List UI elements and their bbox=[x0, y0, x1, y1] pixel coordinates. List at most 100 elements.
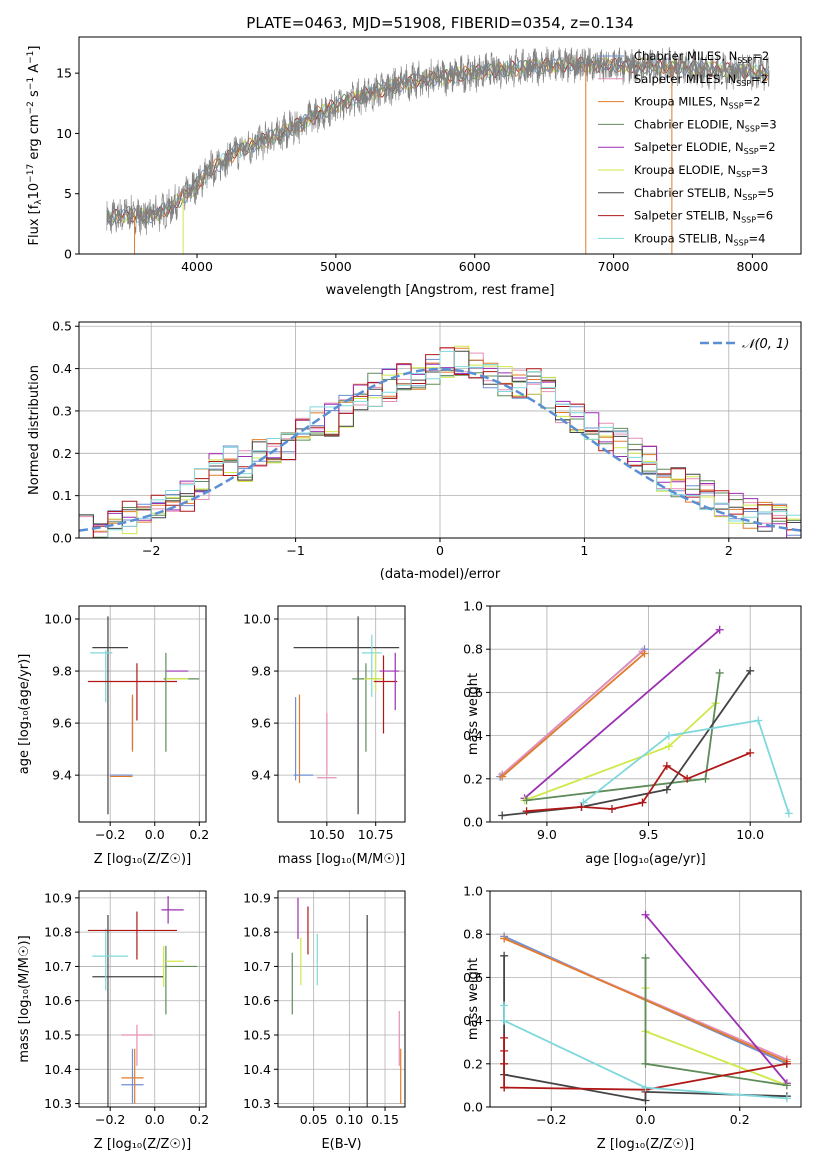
y-axis-label: mass [log₁₀(M/M☉)] bbox=[17, 935, 32, 1062]
plot-area bbox=[293, 616, 400, 815]
x-tick-label: −1 bbox=[286, 543, 304, 558]
figure-title: PLATE=0463, MJD=51908, FIBERID=0354, z=0… bbox=[246, 14, 633, 32]
y-tick-label: 9.4 bbox=[52, 768, 72, 783]
x-tick-label: 2 bbox=[725, 543, 733, 558]
x-tick-label: 0.0 bbox=[636, 1112, 656, 1127]
weight-marker bbox=[641, 1059, 650, 1068]
weight-marker bbox=[500, 1016, 509, 1025]
y-tick-label: 0.4 bbox=[463, 728, 483, 743]
x-tick-label: 0.10 bbox=[335, 1112, 363, 1127]
y-tick-label: 15 bbox=[56, 66, 72, 81]
x-tick-label: 10.75 bbox=[358, 827, 394, 842]
y-tick-label: 0.0 bbox=[463, 815, 483, 830]
weight-marker bbox=[662, 761, 671, 770]
panel-spectrum: 4000 5000 6000 7000 8000 0 5 10 15 Chabrier MILES… bbox=[26, 36, 802, 298]
y-tick-label: 0.3 bbox=[52, 403, 72, 418]
y-tick-label: 0.2 bbox=[463, 771, 483, 786]
x-axis-label: E(B-V) bbox=[321, 1137, 361, 1152]
y-tick-label: 10 bbox=[56, 126, 72, 141]
model-spectrum-line bbox=[106, 57, 770, 224]
weight-line bbox=[503, 1005, 787, 1100]
y-tick-label: 9.8 bbox=[251, 664, 271, 679]
weight-marker bbox=[715, 625, 724, 634]
x-tick-label: −0.2 bbox=[536, 1112, 566, 1127]
weight-marker bbox=[522, 796, 531, 805]
weight-marker bbox=[498, 772, 507, 781]
weight-marker bbox=[683, 774, 692, 783]
panel-mass-vs-ebv: 0.05 0.10 0.15 10.3 10.4 10.5 10.6 10.7 10.8 10.9… bbox=[243, 890, 406, 1152]
axes-frame bbox=[78, 605, 207, 823]
x-axis-label: wavelength [Angstrom, rest frame] bbox=[326, 283, 555, 298]
weight-marker bbox=[641, 953, 650, 962]
panel-mass-vs-Z: −0.2 0.0 0.2 10.3 10.4 10.5 10.6 10.7 10.8 10.9 Z … bbox=[17, 890, 209, 1152]
y-tick-label: 10.9 bbox=[243, 890, 271, 905]
weight-line bbox=[644, 988, 788, 1087]
residual-histogram bbox=[79, 350, 801, 538]
x-tick-label: 10.0 bbox=[736, 827, 764, 842]
y-tick-label: 0.6 bbox=[463, 970, 483, 985]
x-tick-label: 5000 bbox=[320, 259, 352, 274]
x-tick-label: 0.2 bbox=[730, 1112, 750, 1127]
weight-marker bbox=[662, 785, 671, 794]
x-axis-label: (data-model)/error bbox=[380, 567, 501, 582]
y-tick-label: 0.4 bbox=[463, 1013, 483, 1028]
legend-label: Kroupa ELODIE, NSSP=3 bbox=[634, 163, 768, 179]
x-axis-label: age [log₁₀(age/yr)] bbox=[585, 852, 706, 867]
x-tick-label: 0.05 bbox=[300, 1112, 328, 1127]
x-tick-label: −0.2 bbox=[95, 1112, 125, 1127]
model-spectrum-line bbox=[106, 57, 770, 226]
weight-marker bbox=[754, 716, 763, 725]
y-tick-label: 10.5 bbox=[44, 1028, 72, 1043]
y-tick-label: 10.4 bbox=[243, 1062, 271, 1077]
x-tick-label: 1 bbox=[580, 543, 588, 558]
x-tick-label: 0.0 bbox=[145, 827, 165, 842]
weight-marker bbox=[640, 649, 649, 658]
y-axis-label: mass weight bbox=[466, 958, 481, 1040]
weight-marker bbox=[641, 910, 650, 919]
weight-line bbox=[501, 652, 646, 778]
y-tick-label: 10.3 bbox=[44, 1096, 72, 1111]
y-tick-label: 9.6 bbox=[52, 716, 72, 731]
weight-marker bbox=[782, 1081, 791, 1090]
axes-frame bbox=[277, 890, 406, 1108]
y-tick-label: 0.0 bbox=[463, 1100, 483, 1115]
legend-label: Salpeter ELODIE, NSSP=2 bbox=[634, 140, 776, 156]
y-tick-label: 0.4 bbox=[52, 361, 72, 376]
weight-marker bbox=[500, 1046, 509, 1055]
weight-marker bbox=[715, 668, 724, 677]
x-tick-label: 6000 bbox=[459, 259, 491, 274]
plot-area bbox=[291, 897, 402, 1107]
weight-marker bbox=[638, 798, 647, 807]
weight-marker bbox=[500, 1001, 509, 1010]
weight-marker bbox=[641, 1083, 650, 1092]
weight-line bbox=[582, 719, 790, 814]
legend-label: Salpeter STELIB, NSSP=6 bbox=[634, 209, 773, 225]
y-tick-label: 9.6 bbox=[251, 716, 271, 731]
plot-area bbox=[106, 46, 770, 254]
weight-line bbox=[502, 670, 751, 817]
plot-area bbox=[87, 616, 200, 815]
x-axis-label: Z [log₁₀(Z/Z☉)] bbox=[597, 1137, 694, 1152]
y-tick-label: 10.0 bbox=[44, 612, 72, 627]
weight-line bbox=[501, 650, 644, 776]
y-tick-label: 1.0 bbox=[463, 884, 483, 899]
x-tick-label: 0 bbox=[436, 543, 444, 558]
weight-marker bbox=[500, 951, 509, 960]
weight-marker bbox=[577, 802, 586, 811]
y-axis-label: Normed distribution bbox=[27, 365, 42, 495]
weight-marker bbox=[522, 807, 531, 816]
y-tick-label: 10.6 bbox=[44, 993, 72, 1008]
axes-frame bbox=[489, 605, 802, 823]
x-tick-label: 0.2 bbox=[189, 827, 209, 842]
y-tick-label: 5 bbox=[64, 186, 72, 201]
legend-label: Chabrier ELODIE, NSSP=3 bbox=[634, 117, 777, 133]
y-axis-label: mass weight bbox=[466, 673, 481, 755]
y-tick-label: 10.4 bbox=[44, 1062, 72, 1077]
weight-marker bbox=[500, 1083, 509, 1092]
y-tick-label: 9.4 bbox=[251, 768, 271, 783]
axes-frame bbox=[78, 890, 207, 1108]
weight-marker bbox=[746, 748, 755, 757]
y-tick-label: 0.1 bbox=[52, 488, 72, 503]
x-tick-label: 7000 bbox=[598, 259, 630, 274]
